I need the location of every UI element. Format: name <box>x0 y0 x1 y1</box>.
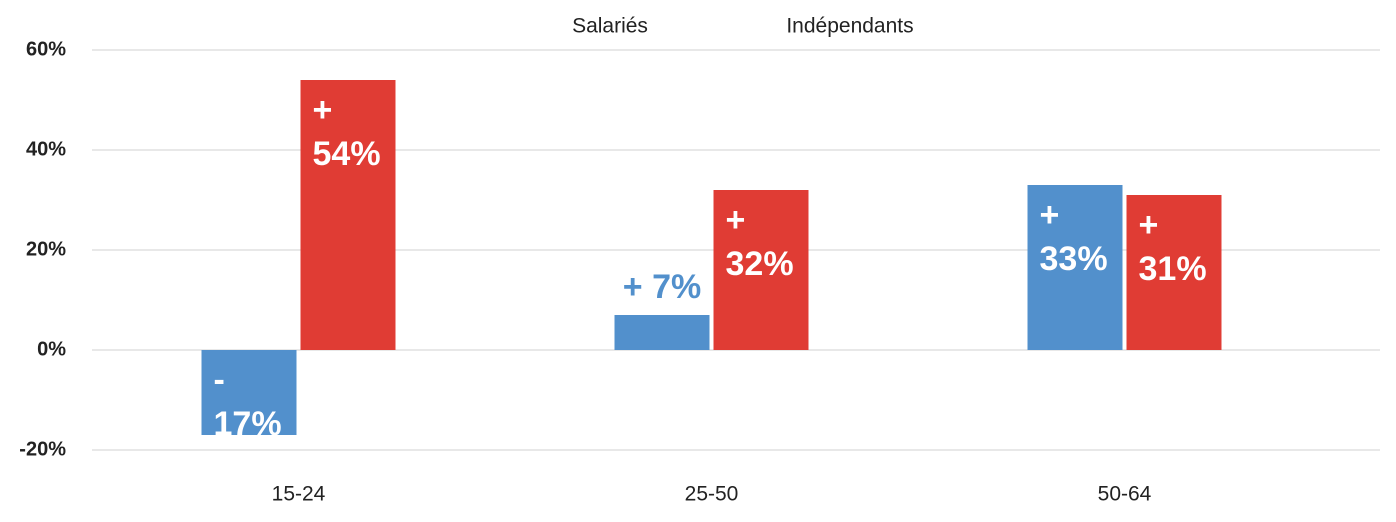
bar <box>1027 185 1123 350</box>
value-label: + 54% <box>312 91 381 174</box>
value-label: - 17% <box>213 361 282 435</box>
legend-entry: Salariés <box>572 15 648 38</box>
x-tick-label: 25-50 <box>685 483 739 506</box>
value-label: + 7% <box>622 268 702 306</box>
bar <box>300 80 396 350</box>
x-tick-label: 50-64 <box>1098 483 1152 506</box>
x-tick-label: 15-24 <box>272 483 326 506</box>
bar <box>201 350 297 435</box>
bar <box>614 315 710 350</box>
y-tick-label: 40% <box>26 138 66 160</box>
y-tick-label: -20% <box>19 438 66 460</box>
value-label: + 33% <box>1039 196 1108 279</box>
bar <box>713 190 809 350</box>
bar <box>1126 195 1222 350</box>
y-tick-label: 60% <box>26 38 66 60</box>
y-tick-label: 0% <box>37 338 66 360</box>
value-label: + 32% <box>725 201 794 284</box>
y-tick-label: 20% <box>26 238 66 260</box>
legend-entry: Indépendants <box>786 15 913 38</box>
value-label: + 31% <box>1138 206 1207 289</box>
